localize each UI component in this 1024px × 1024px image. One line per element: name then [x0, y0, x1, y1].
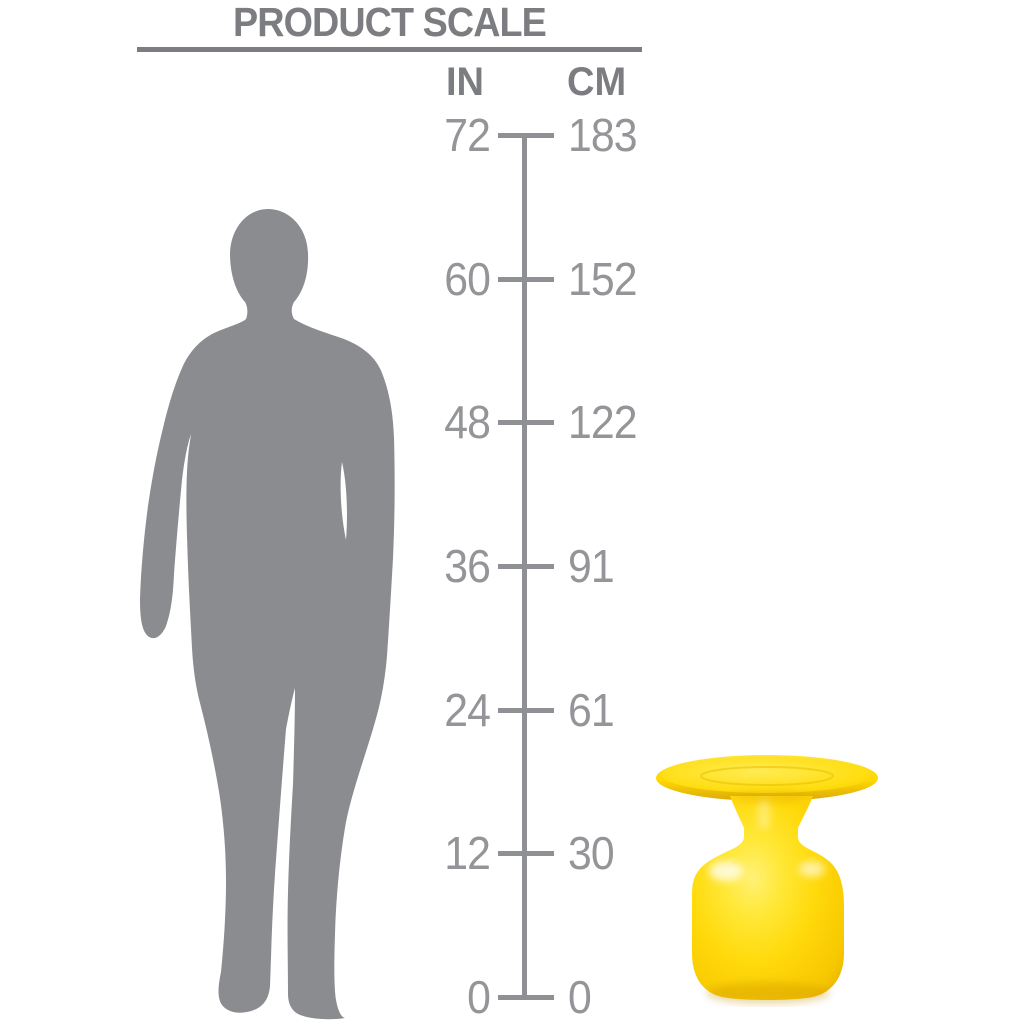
- unit-header-inches: IN: [446, 60, 484, 104]
- tick-label-in: 60: [444, 253, 491, 305]
- title-underline: [137, 47, 642, 52]
- tick-mark-36in: [498, 564, 554, 569]
- tick-label-cm: 30: [568, 827, 615, 879]
- tick-label-in: 36: [444, 540, 491, 592]
- tick-mark-72in: [498, 133, 554, 138]
- tick-mark-60in: [498, 277, 554, 282]
- tick-label-in: 12: [444, 827, 491, 879]
- tick-label-cm: 91: [568, 540, 615, 592]
- tick-mark-0in: [498, 995, 554, 1000]
- tick-mark-24in: [498, 708, 554, 713]
- tick-mark-48in: [498, 420, 554, 425]
- human-silhouette: [140, 209, 395, 1020]
- tick-label-in: 0: [467, 971, 491, 1023]
- tick-mark-12in: [498, 851, 554, 856]
- tick-label-cm: 122: [568, 396, 638, 448]
- tick-label-in: 48: [444, 396, 491, 448]
- tick-label-cm: 183: [568, 109, 638, 161]
- unit-header-centimeters: CM: [567, 60, 627, 104]
- page-title: PRODUCT SCALE: [233, 0, 547, 45]
- tick-label-cm: 61: [568, 684, 615, 736]
- tick-label-cm: 152: [568, 253, 638, 305]
- tick-label-in: 24: [444, 684, 491, 736]
- product-image-yellow-side-table: [656, 755, 878, 1004]
- tick-label-cm: 0: [568, 971, 592, 1023]
- tick-label-in: 72: [444, 109, 491, 161]
